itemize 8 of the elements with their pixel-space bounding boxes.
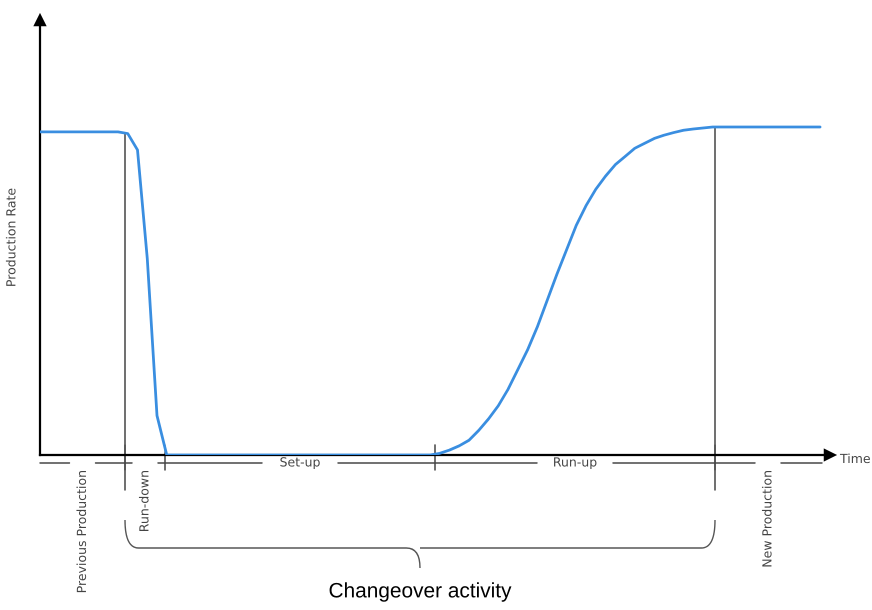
text: Previous Production (76, 471, 86, 592)
text: Run-down (138, 471, 149, 531)
x-axis-title: Time (840, 453, 870, 464)
text: Run-up (554, 457, 596, 470)
y-axis-title: Production Rate (6, 188, 16, 286)
text: Changeover activity (330, 582, 512, 602)
text: Set-up (280, 457, 320, 470)
text: New Production (762, 471, 772, 567)
